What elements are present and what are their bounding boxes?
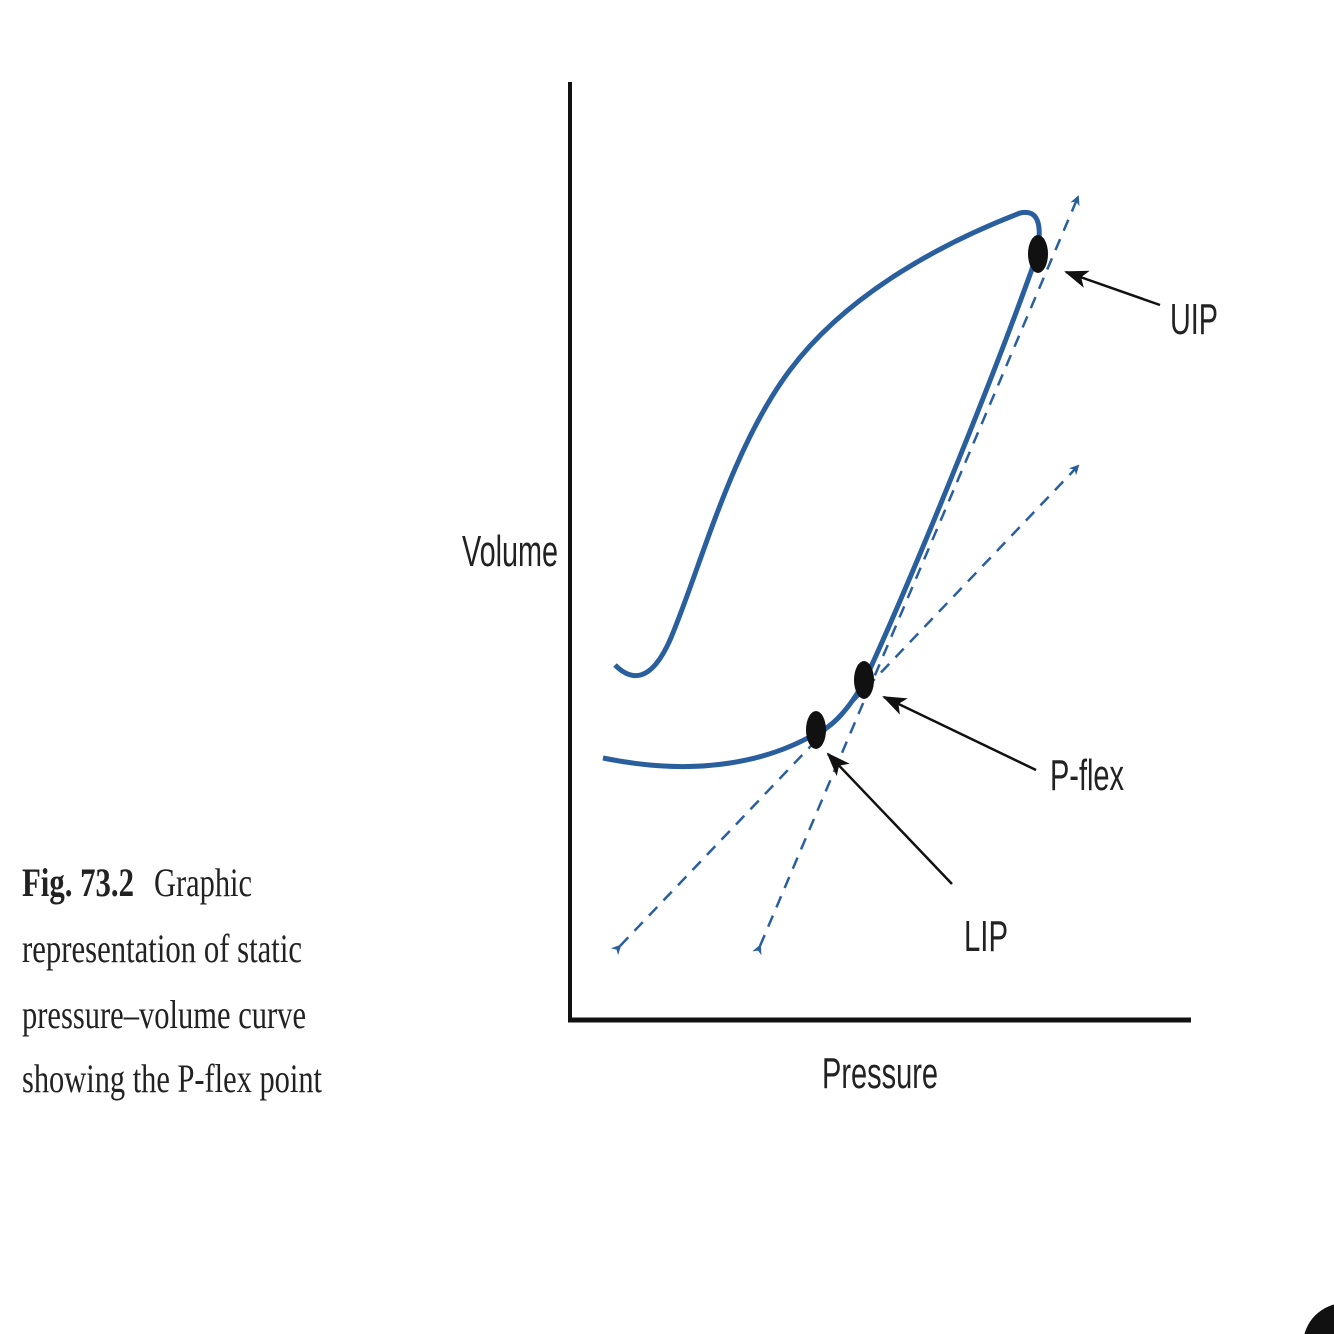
point-label: LIP — [964, 912, 1008, 961]
uip-point — [1028, 235, 1048, 273]
caption-line: representation of static — [22, 926, 302, 971]
y-axis-label: Volume — [462, 527, 558, 576]
point-label: UIP — [1170, 295, 1218, 344]
lip-point — [806, 711, 826, 749]
point-label: P-flex — [1050, 751, 1124, 800]
caption-line: pressure–volume curve — [22, 992, 306, 1037]
pointer-arrow — [882, 695, 1037, 772]
tangent-line — [752, 195, 1080, 956]
pv-curve — [602, 209, 1042, 769]
caption-line: showing the P-flex point — [22, 1056, 322, 1101]
caption-label: Fig. 73.2 — [22, 860, 134, 905]
corner-decoration — [1304, 1304, 1334, 1334]
pointer-arrow — [1064, 270, 1161, 307]
caption-line: Graphic — [154, 860, 252, 905]
pflex-point — [854, 661, 874, 699]
pointer-arrow — [826, 752, 953, 885]
x-axis-label: Pressure — [822, 1049, 938, 1098]
